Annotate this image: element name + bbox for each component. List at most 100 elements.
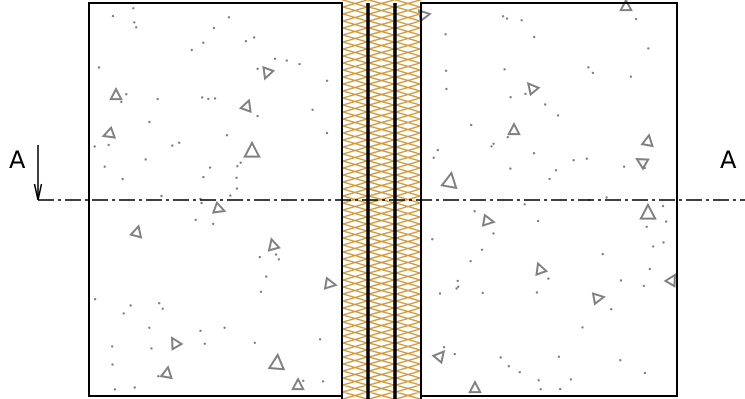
aggregate-dot <box>492 232 495 235</box>
aggregate-dot <box>178 141 181 144</box>
insulation-zigzag <box>366 0 397 399</box>
triangle-icon <box>267 237 281 252</box>
aggregate-dot <box>212 26 216 30</box>
aggregate-dot <box>129 304 132 307</box>
aggregate-dot <box>619 279 623 282</box>
aggregate-dot <box>559 387 562 391</box>
aggregate-dot <box>135 26 138 29</box>
aggregate-dot <box>469 260 472 263</box>
aggregate-dot <box>97 66 101 69</box>
triangle-icon <box>507 121 521 136</box>
insulation-zigzag <box>393 0 423 399</box>
aggregate-dot <box>113 388 117 391</box>
aggregate-dot <box>453 352 456 356</box>
aggregate-dot <box>103 165 106 168</box>
insulation-layers <box>340 0 423 399</box>
aggregate-dot <box>158 302 161 305</box>
aggregate-dot <box>157 375 160 378</box>
aggregate-dot <box>302 379 305 382</box>
section-label-left: A <box>9 146 26 174</box>
triangle-icon <box>535 261 549 277</box>
triangle-icon <box>417 9 432 23</box>
aggregate-dot <box>648 267 651 271</box>
triangle-icon <box>635 157 650 171</box>
aggregate-dot <box>499 356 502 359</box>
aggregate-dot <box>445 87 448 91</box>
aggregate-dot <box>634 17 638 21</box>
aggregate-dot <box>587 66 590 69</box>
aggregate-dot <box>503 68 506 71</box>
aggregate-dot <box>520 19 523 22</box>
aggregate-dot <box>622 165 626 168</box>
aggregate-dot <box>537 379 540 382</box>
aggregate-dot <box>111 345 114 348</box>
aggregate-dot <box>258 255 261 259</box>
aggregate-dot <box>93 145 96 148</box>
aggregate-dot <box>256 114 259 118</box>
aggregate-dot <box>107 143 110 147</box>
aggregate-dot <box>236 165 239 168</box>
aggregate-dot <box>229 194 232 197</box>
aggregate-dot <box>523 203 526 206</box>
aggregate-dot <box>325 79 329 83</box>
aggregate-dot <box>431 238 434 241</box>
triangle-icon <box>238 98 252 114</box>
triangle-icon <box>170 336 184 351</box>
aggregate-dot <box>202 175 205 179</box>
aggregate-dot <box>311 108 314 112</box>
aggregate-dot <box>227 16 231 19</box>
triangle-icon <box>109 86 123 101</box>
aggregate-dot <box>643 371 647 375</box>
aggregate-dot <box>150 347 153 350</box>
aggregate-dot <box>235 187 239 190</box>
aggregate-dot <box>501 15 505 18</box>
triangle-icon <box>323 276 338 290</box>
aggregate-dot <box>148 120 151 124</box>
triangle-icon <box>468 379 482 394</box>
aggregate-dot <box>273 57 277 60</box>
triangle-icon <box>291 376 305 391</box>
triangle-icon <box>211 200 227 214</box>
triangle-icon <box>262 65 276 81</box>
aggregate-dot <box>133 21 136 24</box>
aggregate-dot <box>132 7 135 10</box>
aggregate-dot <box>456 279 459 283</box>
aggregate-dot <box>225 134 229 137</box>
aggregate-dot <box>444 69 448 73</box>
aggregate-dot <box>438 292 442 295</box>
aggregate-dot <box>473 210 476 213</box>
aggregate-dot <box>572 159 575 162</box>
aggregate-dot <box>171 144 174 147</box>
aggregate-dot <box>148 326 151 329</box>
triangle-icon <box>619 0 633 12</box>
aggregate-dot <box>442 346 446 349</box>
aggregate-dot <box>544 103 547 106</box>
aggregate-dot <box>533 35 536 39</box>
aggregate-dot <box>93 298 97 301</box>
aggregate-dot <box>199 329 202 332</box>
aggregate-dot <box>490 145 493 148</box>
aggregate-dot <box>557 355 561 358</box>
aggregate-dot <box>432 156 435 159</box>
aggregate-dot <box>133 386 136 389</box>
aggregate-dot <box>259 290 263 293</box>
triangle-icon <box>101 125 117 139</box>
concrete-aggregate <box>93 0 677 394</box>
aggregate-dot <box>121 177 124 181</box>
aggregate-dot <box>160 194 163 198</box>
aggregate-dot <box>642 284 645 288</box>
aggregate-dot <box>548 177 551 181</box>
aggregate-dot <box>455 287 458 290</box>
aggregate-dot <box>321 380 325 383</box>
aggregate-dot <box>325 131 329 135</box>
triangle-icon <box>481 213 496 227</box>
aggregate-dot <box>601 252 604 256</box>
aggregate-dot <box>436 148 439 152</box>
aggregate-dot <box>605 196 608 199</box>
aggregate-dot <box>212 222 215 226</box>
aggregate-dot <box>274 253 278 256</box>
aggregate-dot <box>492 142 495 145</box>
aggregate-dot <box>661 204 665 208</box>
triangle-icon <box>440 170 458 190</box>
